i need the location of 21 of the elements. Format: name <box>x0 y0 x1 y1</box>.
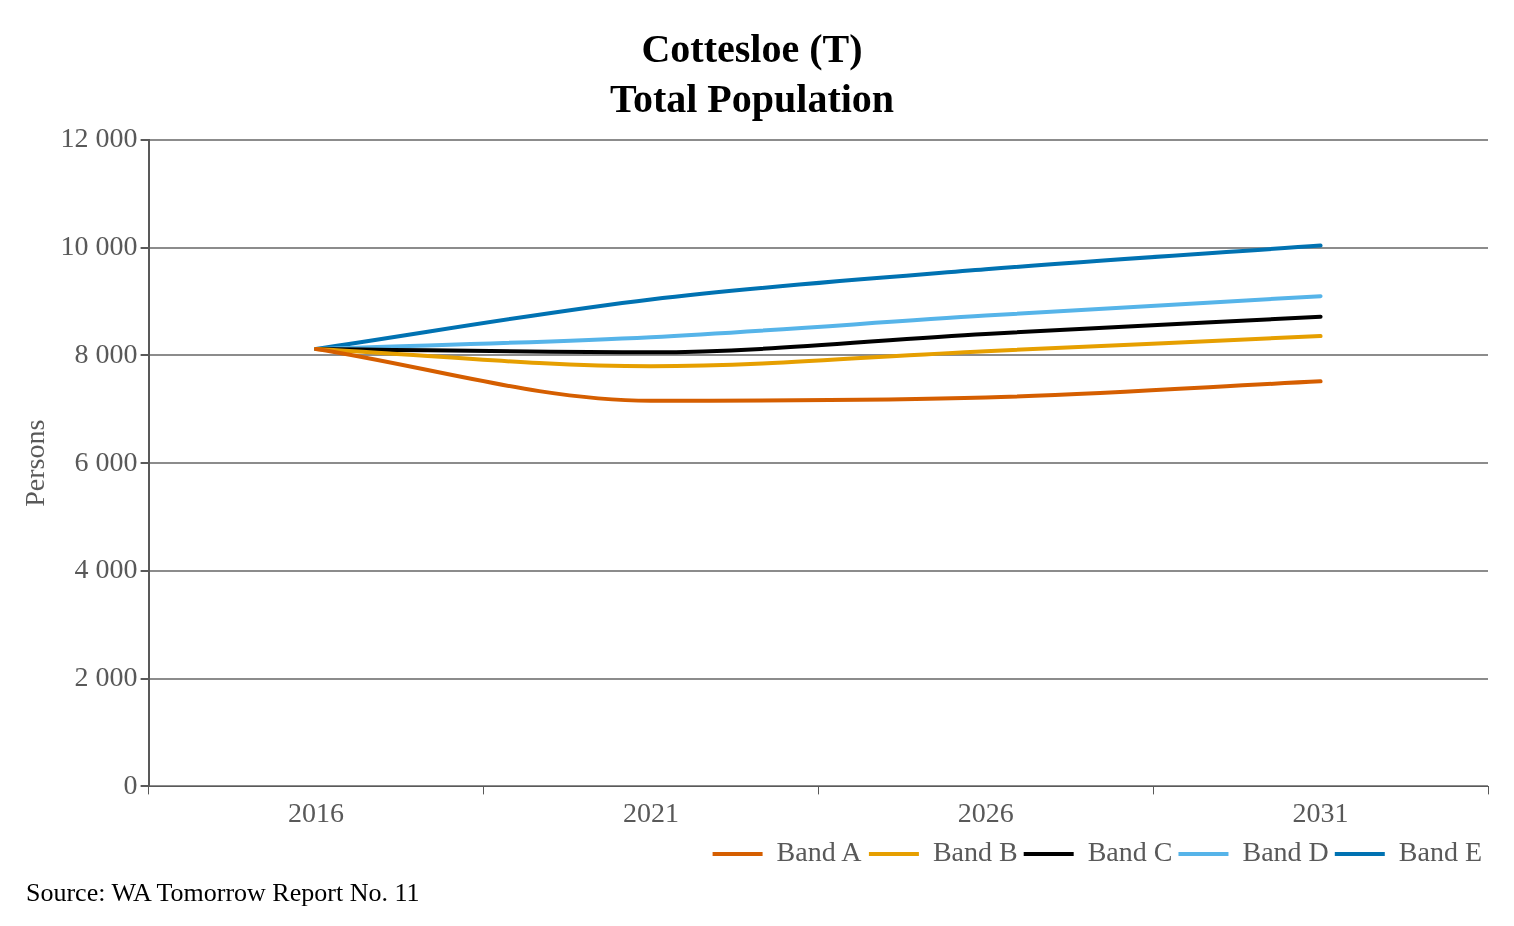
legend-label: Band B <box>932 836 1018 868</box>
chart-subtitle: Total Population <box>609 76 895 122</box>
y-tick-label: 10 000 <box>60 230 138 262</box>
y-tick-label: 2 000 <box>74 661 138 693</box>
y-tick-label: 4 000 <box>74 553 138 585</box>
x-tick-label: 2021 <box>622 796 679 828</box>
y-axis-title: Persons <box>19 419 51 507</box>
chart-title: Cottesloe (T) <box>641 26 863 72</box>
y-tick-label: 8 000 <box>74 337 138 369</box>
y-tick-label: 6 000 <box>74 445 138 477</box>
x-tick-label: 2016 <box>288 796 345 828</box>
y-tick-label: 0 <box>123 768 138 800</box>
legend-label: Band E <box>1398 836 1483 868</box>
source-note: Source: WA Tomorrow Report No. 11 <box>25 878 421 908</box>
x-tick-label: 2031 <box>1292 796 1349 828</box>
legend-label: Band D <box>1242 836 1329 868</box>
line-series <box>314 347 1323 403</box>
y-tick-label: 12 000 <box>60 122 138 154</box>
legend-label: Band C <box>1087 836 1173 868</box>
x-tick-label: 2026 <box>957 796 1014 828</box>
legend-label: Band A <box>776 836 863 868</box>
